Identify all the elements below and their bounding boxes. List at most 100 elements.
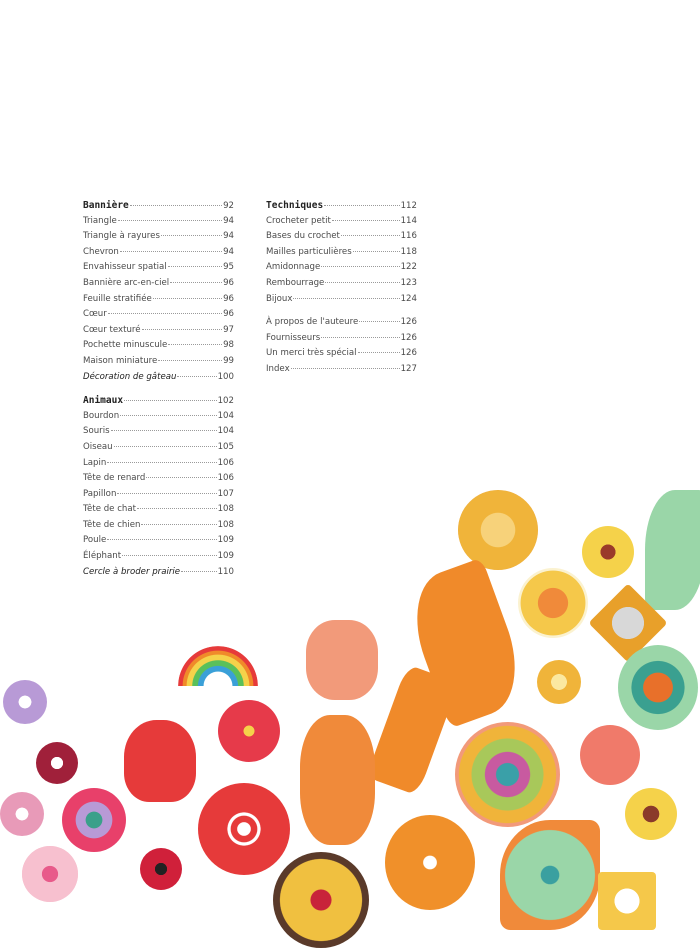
dot-leader: [124, 400, 217, 402]
crochet-flower-motif: [582, 526, 634, 578]
dot-leader: [168, 344, 223, 346]
dot-leader: [110, 430, 217, 432]
toc-entry[interactable]: Maison miniature 99: [83, 356, 234, 372]
crochet-pink-flower: [0, 792, 44, 836]
dot-leader: [152, 297, 223, 299]
toc-entry[interactable]: Tête de chien 108: [83, 520, 234, 536]
toc-page-number: 109: [217, 535, 234, 546]
toc-entry-title: Feuille stratifiée: [83, 293, 152, 304]
toc-page-number: 106: [217, 457, 234, 468]
toc-entry[interactable]: À propos de l'auteure 126: [266, 317, 417, 333]
toc-entry-title: Décoration de gâteau: [83, 371, 177, 382]
section-gap: [266, 309, 417, 317]
section-gap: [83, 387, 234, 395]
toc-entry[interactable]: Mailles particulières 118: [266, 247, 417, 263]
toc-entry-title: Rembourrage: [266, 277, 325, 288]
dot-leader: [119, 250, 223, 252]
dot-leader: [122, 555, 217, 557]
crochet-leaf-motif: [645, 490, 700, 610]
toc-entry[interactable]: Souris 104: [83, 426, 234, 442]
toc-entry-title: Tête de chien: [83, 519, 141, 530]
toc-entry[interactable]: Cœur 96: [83, 309, 234, 325]
toc-entry[interactable]: Chevron 94: [83, 247, 234, 263]
dot-leader: [107, 313, 223, 315]
toc-entry[interactable]: Tête de renard 106: [83, 473, 234, 489]
dot-leader: [357, 352, 400, 354]
dot-leader: [107, 461, 217, 463]
dot-leader: [117, 492, 217, 494]
toc-entry-title: Cœur: [83, 309, 107, 320]
toc-entry-title: À propos de l'auteure: [266, 317, 359, 328]
toc-entry-title: Bourdon: [83, 410, 120, 421]
dot-leader: [181, 570, 217, 572]
toc-entry[interactable]: Index 127: [266, 364, 417, 380]
toc-entry[interactable]: Poule 109: [83, 535, 234, 551]
toc-entry-title: Souris: [83, 426, 110, 437]
toc-page-number: 94: [223, 231, 234, 242]
toc-entry[interactable]: Triangle 94: [83, 216, 234, 232]
dot-leader: [167, 266, 223, 268]
dot-leader: [293, 297, 400, 299]
toc-entry[interactable]: Lapin 106: [83, 458, 234, 474]
crochet-sunflower: [625, 788, 677, 840]
dot-leader: [141, 523, 217, 525]
toc-entry[interactable]: Crocheter petit 114: [266, 216, 417, 232]
toc-page-number: 94: [223, 246, 234, 257]
toc-entry-title: Un merci très spécial: [266, 348, 357, 359]
toc-entry[interactable]: Envahisseur spatial 95: [83, 262, 234, 278]
dot-leader: [141, 328, 223, 330]
toc-entry-title: Triangle: [83, 215, 117, 226]
toc-page-number: 127: [400, 363, 417, 374]
crochet-orange-doily: [385, 815, 475, 910]
dot-leader: [160, 235, 223, 237]
toc-entry[interactable]: Rembourrage 123: [266, 278, 417, 294]
crochet-green-flower: [618, 645, 698, 730]
toc-entry[interactable]: Fournisseurs 126: [266, 333, 417, 349]
toc-entry[interactable]: Éléphant 109: [83, 551, 234, 567]
toc-entry-title: Tête de chat: [83, 504, 136, 515]
toc-entry-title: Bijoux: [266, 293, 293, 304]
toc-entry[interactable]: Triangle à rayures 94: [83, 231, 234, 247]
toc-page-number: 102: [217, 396, 234, 407]
dot-leader: [321, 336, 400, 338]
crochet-red-flower: [218, 700, 280, 762]
toc-entry[interactable]: Cercle à broder prairie 110: [83, 567, 234, 583]
toc-page-number: 112: [400, 201, 417, 211]
dot-leader: [331, 219, 400, 221]
toc-page-number: 124: [400, 293, 417, 304]
dot-leader: [146, 477, 217, 479]
toc-section-heading[interactable]: Animaux 102: [83, 395, 234, 411]
toc-entry[interactable]: Décoration de gâteau 100: [83, 372, 234, 388]
toc-entry[interactable]: Feuille stratifiée 96: [83, 294, 234, 310]
toc-entry[interactable]: Pochette minuscule 98: [83, 340, 234, 356]
toc-entry[interactable]: Un merci très spécial 126: [266, 348, 417, 364]
crochet-square-yellow: [598, 872, 656, 930]
toc-entry[interactable]: Tête de chat 108: [83, 504, 234, 520]
crochet-oak-leaf: [300, 715, 375, 845]
toc-entry-title: Cœur texturé: [83, 324, 141, 335]
toc-entry[interactable]: Cœur texturé 97: [83, 325, 234, 341]
toc-page-number: 118: [400, 246, 417, 257]
toc-entry[interactable]: Bourdon 104: [83, 411, 234, 427]
toc-entry-title: Cercle à broder prairie: [83, 566, 181, 577]
toc-entry[interactable]: Bijoux 124: [266, 294, 417, 310]
dot-leader: [117, 219, 223, 221]
toc-entry[interactable]: Bannière arc-en-ciel 96: [83, 278, 234, 294]
toc-section-heading[interactable]: Bannière 92: [83, 200, 234, 216]
toc-page-number: 96: [223, 309, 234, 320]
dot-leader: [158, 359, 223, 361]
crochet-green-leaf: [500, 820, 600, 930]
toc-entry[interactable]: Amidonnage 122: [266, 262, 417, 278]
toc-page-number: 107: [217, 488, 234, 499]
dot-leader: [325, 281, 400, 283]
toc-entry[interactable]: Papillon 107: [83, 489, 234, 505]
toc-section-heading[interactable]: Techniques 112: [266, 200, 417, 216]
toc-entry-title: Triangle à rayures: [83, 231, 160, 242]
toc-page-number: 126: [400, 348, 417, 359]
crochet-lace-coral: [306, 620, 378, 700]
toc-entry[interactable]: Bases du crochet 116: [266, 231, 417, 247]
dot-leader: [352, 250, 400, 252]
dot-leader: [129, 205, 223, 206]
crochet-red-doily: [198, 783, 290, 875]
toc-entry[interactable]: Oiseau 105: [83, 442, 234, 458]
